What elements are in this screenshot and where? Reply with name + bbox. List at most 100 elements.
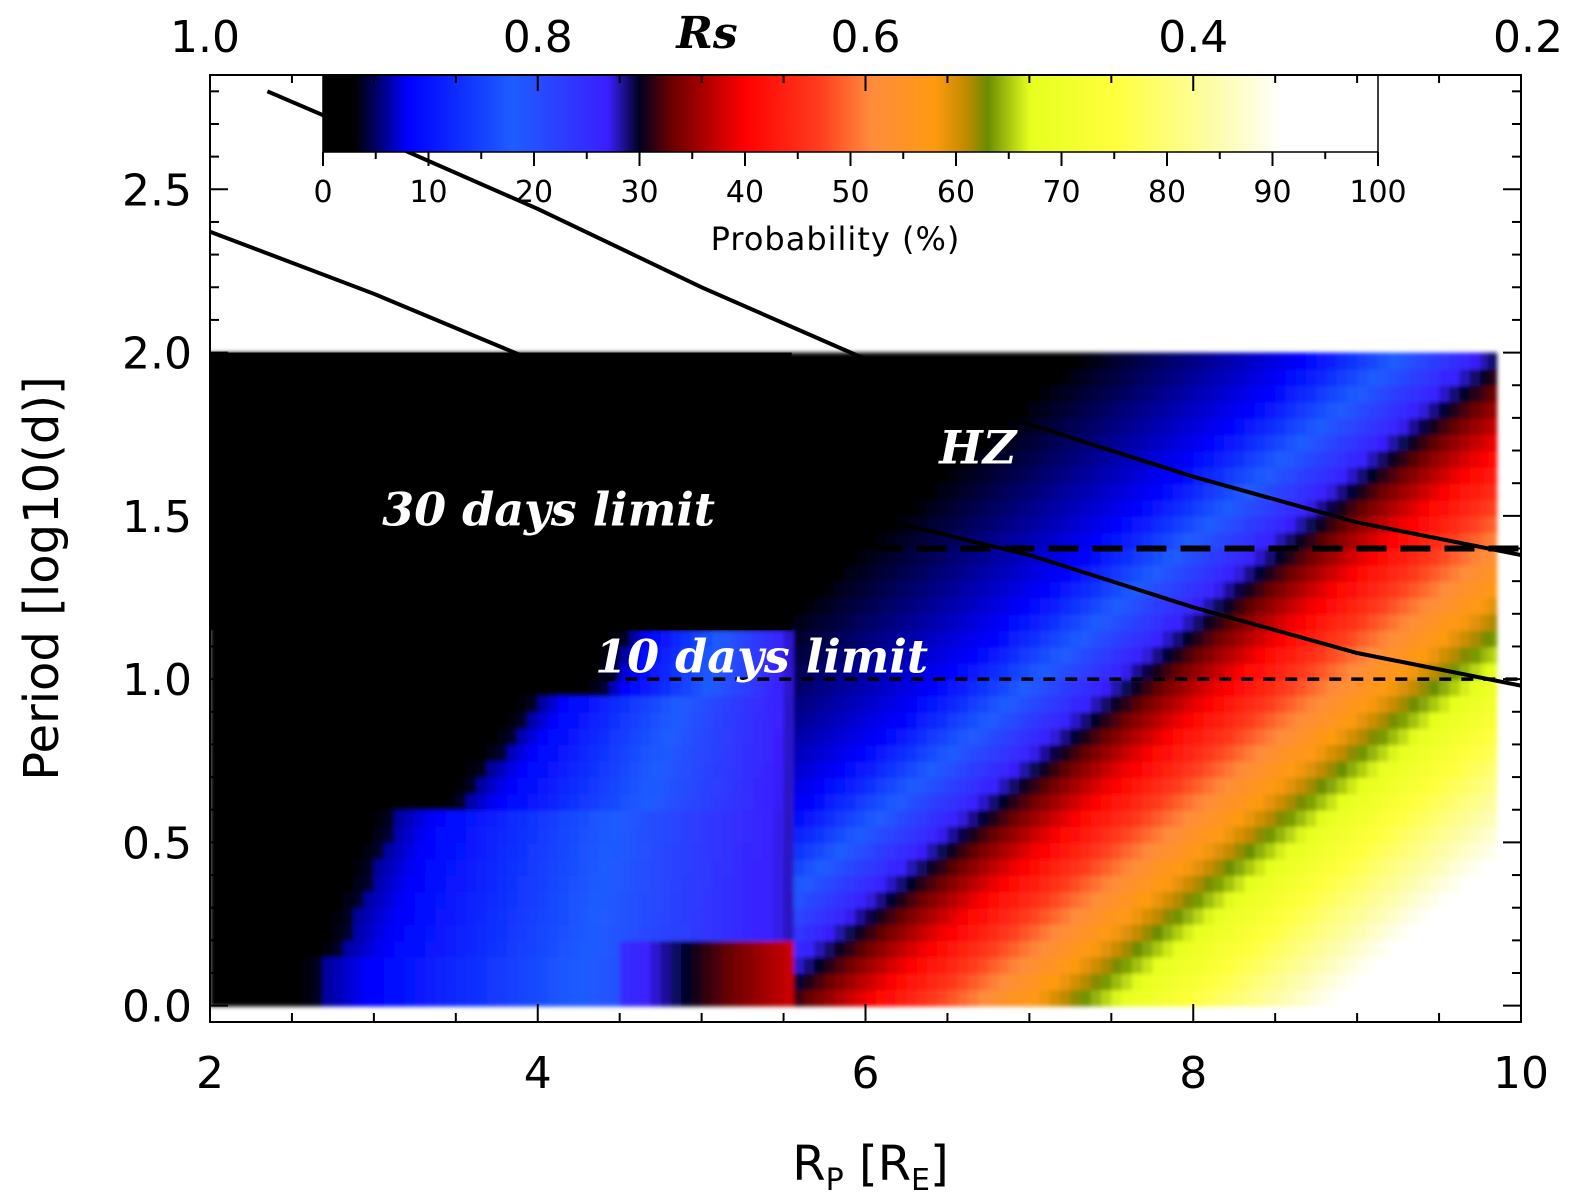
heatmap-cell <box>988 809 1000 827</box>
heatmap-cell <box>588 924 600 942</box>
heatmap-cell <box>998 809 1010 827</box>
heatmap-cell <box>1254 842 1266 860</box>
heatmap-cell <box>1213 368 1225 387</box>
heatmap-cell <box>1418 662 1430 680</box>
heatmap-cell <box>1428 564 1440 582</box>
heatmap-cell <box>947 630 959 648</box>
heatmap-cell <box>650 679 662 697</box>
heatmap-cell <box>1428 352 1440 370</box>
heatmap-cell <box>681 646 693 664</box>
heatmap-cell <box>1162 744 1174 762</box>
heatmap-cell <box>435 809 447 827</box>
heatmap-cell <box>1223 499 1236 517</box>
heatmap-cell <box>1152 826 1164 844</box>
heatmap-cell <box>425 907 437 925</box>
heatmap-cell <box>875 842 887 860</box>
heatmap-cell <box>1142 711 1154 729</box>
heatmap-cell <box>947 450 959 468</box>
heatmap-cell <box>845 744 857 762</box>
heatmap-cell <box>394 793 406 811</box>
heatmap-cell <box>855 597 867 615</box>
heatmap-cell <box>804 597 816 615</box>
heatmap-cell <box>291 875 303 893</box>
heatmap-cell <box>998 826 1010 844</box>
heatmap-cell <box>281 842 293 860</box>
heatmap-cell <box>711 630 723 648</box>
heatmap-cell <box>507 695 519 713</box>
heatmap-cell <box>1101 450 1113 468</box>
heatmap-cell <box>1152 793 1164 811</box>
heatmap-cell <box>1285 613 1297 631</box>
heatmap-cell <box>1377 744 1389 762</box>
heatmap-cell <box>824 466 836 484</box>
heatmap-cell <box>1295 940 1307 958</box>
heatmap-cell <box>752 777 764 795</box>
heatmap-cell <box>1254 809 1266 827</box>
heatmap-cell <box>824 515 836 533</box>
heatmap-cell <box>937 777 949 795</box>
heatmap-cell <box>1295 809 1307 827</box>
heatmap-cell <box>1367 711 1379 729</box>
heatmap-cell <box>1377 760 1389 778</box>
heatmap-cell <box>476 858 488 876</box>
heatmap-cell <box>568 826 580 844</box>
heatmap-cell <box>773 662 785 680</box>
heatmap-cell <box>240 711 252 729</box>
heatmap-cell <box>804 711 816 729</box>
heatmap-cell <box>681 728 693 746</box>
heatmap-cell <box>896 499 908 517</box>
heatmap-cell <box>1439 695 1451 713</box>
heatmap-cell <box>845 613 857 631</box>
heatmap-cell <box>1008 548 1020 566</box>
heatmap-cell <box>1172 613 1184 631</box>
heatmap-cell <box>1418 352 1430 370</box>
heatmap-cell <box>1459 597 1471 615</box>
heatmap-cell <box>1387 352 1399 370</box>
heatmap-cell <box>1070 597 1082 615</box>
heatmap-cell <box>1285 662 1297 680</box>
heatmap-cell <box>834 581 846 599</box>
heatmap-cell <box>271 793 283 811</box>
heatmap-cell <box>281 940 293 958</box>
heatmap-cell <box>845 581 857 599</box>
heatmap-cell <box>926 891 938 909</box>
heatmap-cell <box>916 352 928 370</box>
heatmap-cell <box>1131 679 1143 697</box>
heatmap-cell <box>845 875 857 893</box>
heatmap-cell <box>1223 564 1236 582</box>
heatmap-cell <box>404 679 416 697</box>
heatmap-cell <box>1428 842 1440 860</box>
heatmap-cell <box>1469 564 1481 582</box>
heatmap-cell <box>1254 548 1266 566</box>
heatmap-cell <box>906 646 918 664</box>
heatmap-cell <box>230 630 242 648</box>
heatmap-cell <box>384 924 396 942</box>
heatmap-cell <box>609 891 621 909</box>
heatmap-cell <box>1183 744 1195 762</box>
heatmap-cell <box>517 875 529 893</box>
heatmap-cell <box>527 744 539 762</box>
heatmap-cell <box>1152 875 1164 893</box>
heatmap-cell <box>547 907 560 925</box>
heatmap-cell <box>1398 973 1410 991</box>
heatmap-cell <box>435 989 447 1007</box>
heatmap-cell <box>875 515 887 533</box>
heatmap-cell <box>1346 434 1358 452</box>
heatmap-cell <box>845 434 857 452</box>
heatmap-cell <box>425 826 437 844</box>
heatmap-cell <box>845 385 857 403</box>
heatmap-cell <box>486 973 498 991</box>
heatmap-cell <box>947 466 959 484</box>
heatmap-cell <box>1428 695 1440 713</box>
heatmap-cell <box>1029 613 1041 631</box>
heatmap-cell <box>1183 973 1195 991</box>
heatmap-cell <box>855 875 867 893</box>
heatmap-cell <box>588 858 600 876</box>
heatmap-cell <box>1213 842 1225 860</box>
heatmap-cell <box>1367 875 1379 893</box>
heatmap-cell <box>1418 679 1430 697</box>
heatmap-cell <box>1346 989 1358 1007</box>
heatmap-cell <box>1492 956 1498 974</box>
heatmap-cell <box>1039 760 1051 778</box>
heatmap-cell <box>1131 662 1143 680</box>
